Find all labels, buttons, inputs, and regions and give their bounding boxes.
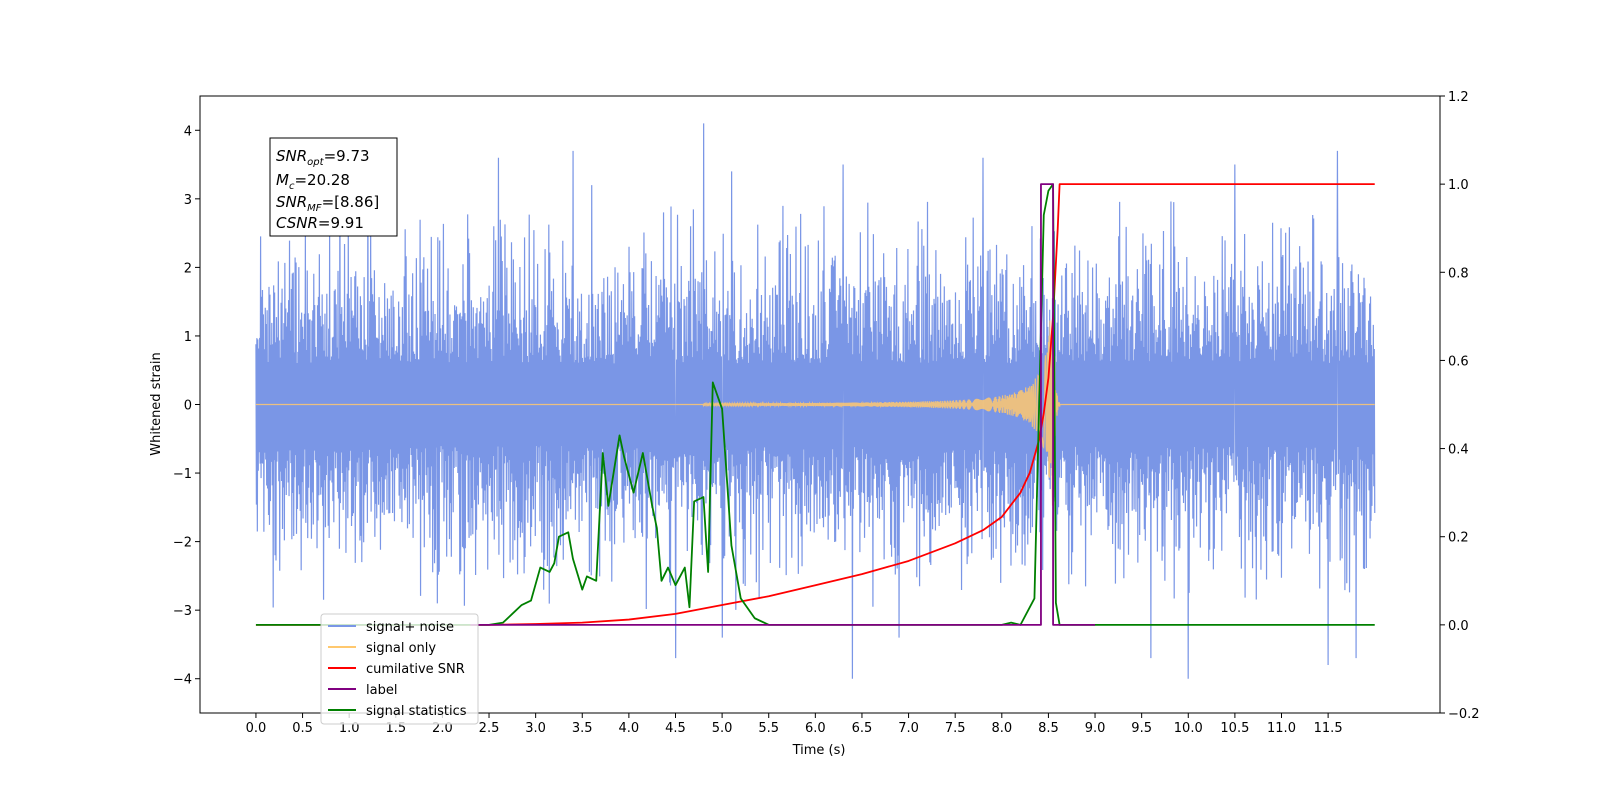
x-tick-label: 5.5 [758, 721, 779, 736]
legend: signal+ noise signal only cumilative SNR… [320, 613, 479, 725]
x-tick-label: 10.5 [1220, 721, 1249, 736]
x-tick-label: 1.5 [385, 721, 406, 736]
x-tick-label: 4.5 [665, 721, 686, 736]
x-tick-label: 8.0 [991, 721, 1012, 736]
x-tick-label: 6.0 [805, 721, 826, 736]
y-right-tick-label: 0.2 [1448, 531, 1469, 546]
x-tick-label: 4.0 [619, 721, 640, 736]
csnr-text: CSNR=9.91 [276, 214, 364, 232]
y-right-tick-label: 1.0 [1448, 178, 1469, 193]
x-tick-label: 10.0 [1174, 721, 1203, 736]
x-tick-label: 2.5 [479, 721, 500, 736]
y-left-tick-label: −1 [173, 467, 192, 482]
legend-label-cumulative-snr: cumilative SNR [366, 662, 465, 677]
y-left-tick-label: 1 [184, 330, 192, 345]
y-right-tick-label: 0.4 [1448, 443, 1469, 458]
y-axis-right-ticks: −0.2 0.0 0.2 0.4 0.6 0.8 1.0 1.2 [1440, 90, 1480, 722]
x-tick-label: 11.0 [1267, 721, 1296, 736]
x-tick-label: 9.5 [1131, 721, 1152, 736]
y-axis-left-ticks: −4 −3 −2 −1 0 1 2 3 4 [173, 124, 200, 688]
y-left-tick-label: 2 [184, 261, 192, 276]
y-right-tick-label: 0.6 [1448, 354, 1469, 369]
stats-annotation-box [269, 137, 398, 237]
legend-entry-cumulative-snr: cumilative SNR [328, 662, 465, 677]
series-signal-only [255, 320, 1375, 506]
x-tick-label: 6.5 [852, 721, 873, 736]
y-left-tick-label: −3 [173, 604, 192, 619]
series-label [470, 183, 1096, 626]
legend-label-signal-only: signal only [366, 641, 436, 656]
x-tick-label: 0.0 [246, 721, 267, 736]
y-left-tick-label: −2 [173, 536, 192, 551]
x-axis-ticks: 0.0 0.5 1.0 1.5 2.0 2.5 3.0 3.5 4.0 4.5 5.0 5.5 6.0 6… [246, 713, 1343, 736]
y-left-tick-label: −4 [173, 673, 192, 688]
y-right-tick-label: −0.2 [1448, 707, 1480, 722]
series-cumulative-snr [255, 183, 1375, 626]
y-right-tick-label: 0.8 [1448, 266, 1469, 281]
series-layer [255, 123, 1376, 679]
x-tick-label: 5.0 [712, 721, 733, 736]
x-tick-label: 0.5 [292, 721, 313, 736]
legend-box [320, 613, 479, 725]
legend-entry-signal-noise: signal+ noise [328, 620, 454, 635]
legend-entry-label: label [328, 683, 397, 698]
y-left-tick-label: 4 [184, 124, 192, 139]
x-tick-label: 7.0 [898, 721, 919, 736]
x-tick-label: 1.0 [339, 721, 360, 736]
legend-label-signal-noise: signal+ noise [366, 620, 454, 635]
stats-annotation: SNRopt=9.73 Mc=20.28 SNRMF=[8.86] CSNR=9… [269, 137, 398, 237]
legend-label-signal-statistics: signal statistics [366, 704, 467, 719]
x-tick-label: 8.5 [1038, 721, 1059, 736]
y-right-tick-label: 0.0 [1448, 619, 1469, 634]
x-axis-label: Time (s) [792, 743, 846, 758]
y-left-tick-label: 3 [184, 193, 192, 208]
snr-opt-text: SNRopt=9.73 [276, 147, 370, 168]
y-right-tick-label: 1.2 [1448, 90, 1469, 105]
y-left-tick-label: 0 [184, 399, 192, 414]
snr-mf-text: SNRMF=[8.86] [276, 193, 379, 214]
x-tick-label: 11.5 [1314, 721, 1343, 736]
legend-entry-signal-statistics: signal statistics [328, 704, 467, 719]
legend-label-label: label [366, 683, 397, 698]
x-tick-label: 9.0 [1085, 721, 1106, 736]
mc-text: Mc=20.28 [276, 171, 350, 192]
legend-entry-signal-only: signal only [328, 641, 436, 656]
x-tick-label: 3.5 [572, 721, 593, 736]
x-tick-label: 7.5 [945, 721, 966, 736]
x-tick-label: 2.0 [432, 721, 453, 736]
x-tick-label: 3.0 [525, 721, 546, 736]
y-axis-label: Whitened strain [149, 352, 164, 455]
